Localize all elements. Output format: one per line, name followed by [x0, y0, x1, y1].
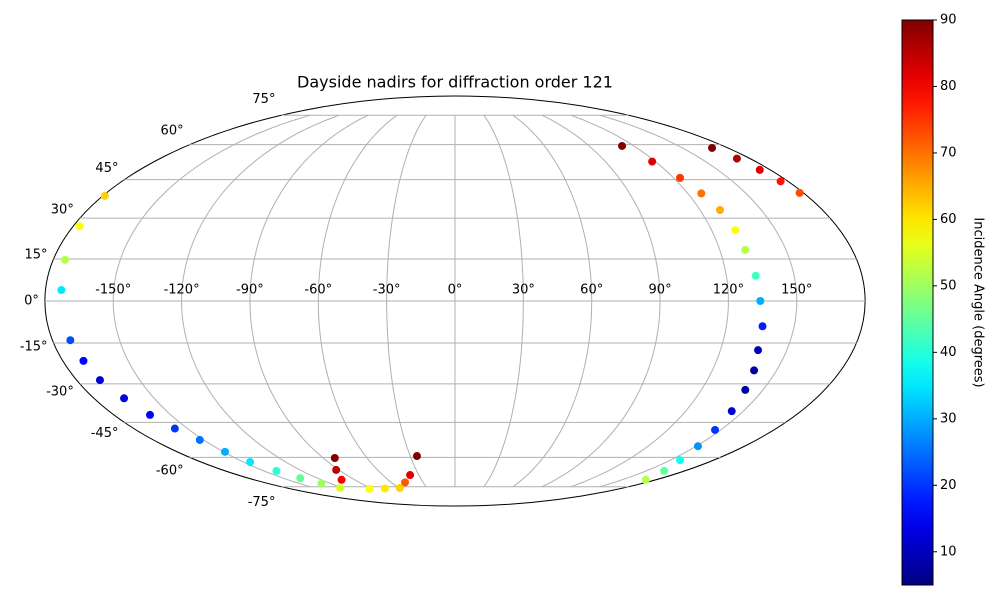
point: [711, 425, 720, 434]
grid-line: [483, 114, 524, 488]
point: [337, 475, 346, 484]
point: [412, 452, 421, 461]
point: [332, 465, 341, 474]
x-tick-label: 120°: [713, 283, 744, 298]
x-tick-label: 30°: [512, 283, 535, 298]
x-tick-label: -90°: [236, 283, 264, 298]
colorbar-tick-label: 30: [940, 411, 957, 426]
y-tick-label: -60°: [156, 464, 184, 479]
y-tick-label: 30°: [51, 203, 74, 218]
y-tick-label: -75°: [248, 495, 276, 510]
chart-title: Dayside nadirs for diffraction order 121: [297, 73, 613, 92]
point: [716, 205, 725, 214]
point: [708, 143, 717, 152]
x-tick-label: -150°: [95, 283, 131, 298]
colorbar-label: Incidence Angle (degrees): [971, 217, 986, 387]
grid-line: [541, 114, 661, 488]
y-tick-label: 60°: [161, 123, 184, 138]
point: [75, 222, 84, 231]
point: [732, 154, 741, 163]
colorbar-tick-label: 50: [940, 278, 957, 293]
colorbar-tick-label: 10: [940, 544, 957, 559]
point: [330, 453, 339, 462]
grid-line: [317, 114, 398, 488]
point: [676, 456, 685, 465]
point: [365, 484, 374, 493]
point: [61, 255, 70, 264]
point: [335, 483, 344, 492]
point: [660, 466, 669, 475]
y-tick-label: 75°: [252, 92, 275, 107]
point: [755, 165, 764, 174]
x-tick-label: 60°: [580, 283, 603, 298]
colorbar-tick-label: 90: [940, 13, 957, 28]
point: [317, 479, 326, 488]
point: [618, 141, 627, 150]
point: [272, 466, 281, 475]
point: [406, 471, 415, 480]
y-tick-label: -30°: [46, 384, 74, 399]
colorbar-tick-label: 80: [940, 79, 957, 94]
y-tick-label: 15°: [25, 247, 48, 262]
point: [57, 286, 66, 295]
point: [754, 346, 763, 355]
point: [776, 177, 785, 186]
x-tick-label: -30°: [373, 283, 401, 298]
x-tick-label: -120°: [164, 283, 200, 298]
point: [195, 435, 204, 444]
colorbar: [901, 19, 934, 586]
point: [648, 157, 657, 166]
x-tick-label: 0°: [448, 283, 463, 298]
y-tick-label: 0°: [24, 294, 39, 309]
grid-line: [512, 114, 593, 488]
x-tick-label: 150°: [781, 283, 812, 298]
point: [246, 458, 255, 467]
point: [731, 226, 740, 235]
point: [380, 484, 389, 493]
point: [146, 410, 155, 419]
point: [741, 245, 750, 254]
grid-line: [249, 114, 369, 488]
y-tick-label: -45°: [91, 426, 119, 441]
x-tick-label: 90°: [649, 283, 672, 298]
point: [727, 407, 736, 416]
grid-line: [112, 114, 311, 488]
point: [401, 478, 410, 487]
point: [795, 188, 804, 197]
point: [95, 376, 104, 385]
point: [395, 483, 404, 492]
point: [750, 366, 759, 375]
y-tick-label: -15°: [20, 340, 48, 355]
grid-line: [599, 114, 798, 488]
point: [693, 442, 702, 451]
point: [676, 173, 685, 182]
colorbar-tick-label: 20: [940, 478, 957, 493]
point: [756, 297, 765, 305]
point: [100, 191, 109, 200]
point: [641, 475, 650, 484]
point: [66, 336, 75, 345]
colorbar-tick-label: 60: [940, 212, 957, 227]
y-tick-label: 45°: [95, 161, 118, 176]
colorbar-tick-label: 70: [940, 145, 957, 160]
grid-line: [386, 114, 427, 488]
grid-line: [570, 114, 729, 488]
point: [697, 189, 706, 198]
point: [170, 424, 179, 433]
point: [221, 447, 230, 456]
x-tick-label: -60°: [304, 283, 332, 298]
point: [120, 394, 129, 403]
point: [79, 356, 88, 365]
colorbar-tick-label: 40: [940, 345, 957, 360]
point: [758, 322, 767, 331]
point: [741, 385, 750, 394]
point: [751, 271, 760, 280]
point: [296, 474, 305, 483]
grid-line: [181, 114, 340, 488]
